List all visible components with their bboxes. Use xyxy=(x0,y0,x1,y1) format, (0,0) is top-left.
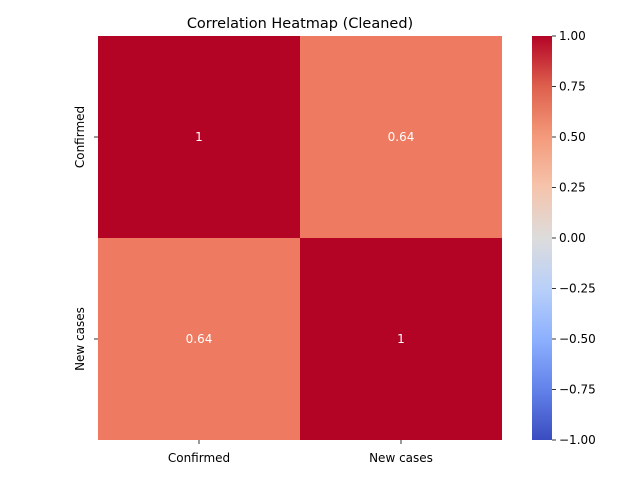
heatmap-cells xyxy=(98,36,502,440)
cell-annotation: 0.64 xyxy=(186,332,213,346)
heatmap-cell xyxy=(98,238,300,440)
colorbar-tick-label: −1.00 xyxy=(559,433,596,447)
colorbar-tick-label: 1.00 xyxy=(559,29,586,43)
cell-annotation: 0.64 xyxy=(388,130,415,144)
colorbar-tick-label: −0.50 xyxy=(559,332,596,346)
colorbar-ticks: 1.00 0.75 0.50 0.25 0.00 −0.25 −0.50 −0.75 −1.00 xyxy=(552,29,596,447)
colorbar-tick-label: −0.75 xyxy=(559,383,596,397)
colorbar-tick-label: 0.00 xyxy=(559,231,586,245)
x-axis-ticks: Confirmed New cases xyxy=(168,440,433,465)
colorbar-tick-label: 0.50 xyxy=(559,130,586,144)
heatmap-cell xyxy=(98,36,300,238)
colorbar-gradient xyxy=(532,36,552,440)
y-tick-label: Confirmed xyxy=(73,106,87,168)
colorbar: 1.00 0.75 0.50 0.25 0.00 −0.25 −0.50 −0.75 −1.00 xyxy=(532,29,596,447)
cell-annotation: 1 xyxy=(195,130,203,144)
heatmap-cell xyxy=(300,238,502,440)
colorbar-tick-label: 0.75 xyxy=(559,80,586,94)
x-tick-label: New cases xyxy=(369,451,433,465)
cell-annotation: 1 xyxy=(397,332,405,346)
colorbar-tick-label: −0.25 xyxy=(559,282,596,296)
cell-annotations: 1 0.64 0.64 1 xyxy=(186,130,415,346)
chart-title: Correlation Heatmap (Cleaned) xyxy=(187,16,413,32)
heatmap-cell xyxy=(300,36,502,238)
colorbar-tick-label: 0.25 xyxy=(559,181,586,195)
x-tick-label: Confirmed xyxy=(168,451,230,465)
y-axis-ticks: Confirmed New cases xyxy=(73,106,98,371)
y-tick-label: New cases xyxy=(73,307,87,371)
